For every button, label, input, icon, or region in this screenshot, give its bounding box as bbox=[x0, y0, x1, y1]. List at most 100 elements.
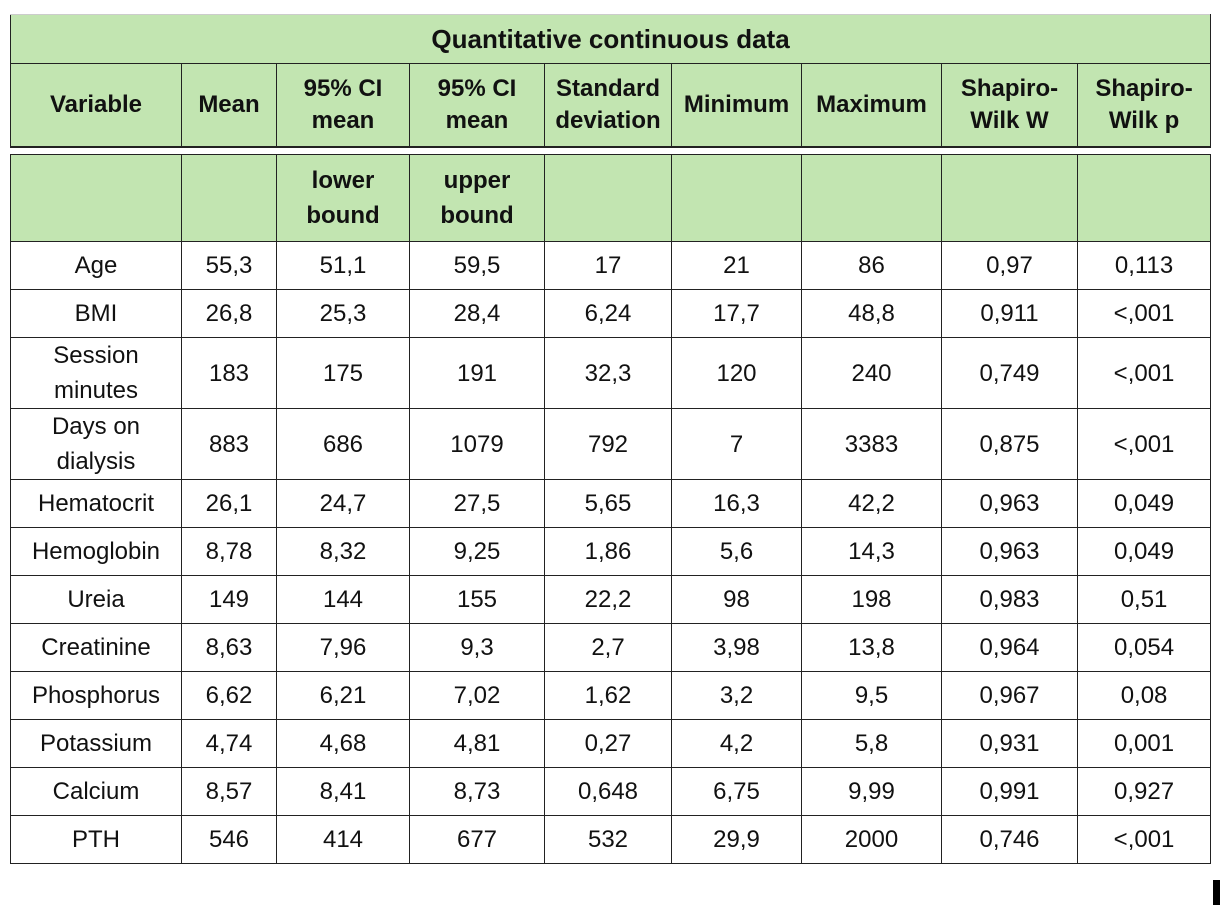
data-cell: 532 bbox=[544, 815, 672, 864]
data-cell: 9,5 bbox=[801, 671, 942, 720]
header-cell: Maximum bbox=[801, 63, 942, 148]
data-cell: 0,964 bbox=[941, 623, 1078, 672]
data-cell: 8,57 bbox=[181, 767, 277, 816]
row-label: Age bbox=[10, 241, 182, 290]
row-label: Session minutes bbox=[10, 337, 182, 409]
data-cell: 6,21 bbox=[276, 671, 410, 720]
data-cell: 0,51 bbox=[1076, 575, 1212, 624]
data-cell: 144 bbox=[276, 575, 410, 624]
data-cell: <,001 bbox=[1076, 289, 1212, 338]
data-cell: 13,8 bbox=[801, 623, 942, 672]
data-cell: 175 bbox=[276, 337, 410, 409]
row-label: Calcium bbox=[10, 767, 182, 816]
edge-mark bbox=[1213, 880, 1220, 905]
data-row: Creatinine 8,63 7,96 9,3 2,7 3,98 13,8 0,964 0,0… bbox=[10, 623, 1212, 672]
data-row: BMI 26,8 25,3 28,4 6,24 17,7 48,8 0,911 <,001 bbox=[10, 289, 1212, 338]
data-cell: 883 bbox=[181, 408, 277, 480]
data-cell: 2,7 bbox=[544, 623, 672, 672]
data-cell: 1,62 bbox=[544, 671, 672, 720]
data-cell: 0,08 bbox=[1076, 671, 1212, 720]
data-cell: 32,3 bbox=[544, 337, 672, 409]
data-cell: 3383 bbox=[801, 408, 942, 480]
subheader-cell bbox=[1076, 154, 1212, 242]
data-cell: 8,73 bbox=[409, 767, 545, 816]
data-cell: 546 bbox=[181, 815, 277, 864]
data-cell: 240 bbox=[801, 337, 942, 409]
gap-row bbox=[10, 146, 1211, 155]
data-cell: 0,991 bbox=[941, 767, 1078, 816]
data-cell: 17,7 bbox=[671, 289, 802, 338]
data-cell: 0,648 bbox=[544, 767, 672, 816]
data-cell: 191 bbox=[409, 337, 545, 409]
data-cell: 6,62 bbox=[181, 671, 277, 720]
row-label: Phosphorus bbox=[10, 671, 182, 720]
data-cell: 51,1 bbox=[276, 241, 410, 290]
data-cell: 17 bbox=[544, 241, 672, 290]
data-cell: 0,927 bbox=[1076, 767, 1212, 816]
subheader-cell bbox=[10, 154, 182, 242]
data-row: Hematocrit 26,1 24,7 27,5 5,65 16,3 42,2 0,963 0… bbox=[10, 479, 1212, 528]
data-cell: <,001 bbox=[1076, 337, 1212, 409]
data-cell: 26,1 bbox=[181, 479, 277, 528]
data-cell: 55,3 bbox=[181, 241, 277, 290]
data-cell: 16,3 bbox=[671, 479, 802, 528]
data-cell: 4,81 bbox=[409, 719, 545, 768]
data-cell: 0,049 bbox=[1076, 527, 1212, 576]
data-cell: 0,749 bbox=[941, 337, 1078, 409]
data-cell: 4,74 bbox=[181, 719, 277, 768]
data-cell: 155 bbox=[409, 575, 545, 624]
data-row: PTH 546 414 677 532 29,9 2000 0,746 <,001 bbox=[10, 815, 1212, 864]
table-container: Quantitative continuous data Variable Mea… bbox=[9, 14, 1212, 864]
data-cell: 14,3 bbox=[801, 527, 942, 576]
data-cell: 1079 bbox=[409, 408, 545, 480]
header-cell: Shapiro- Wilk W bbox=[941, 63, 1078, 148]
subheader-cell bbox=[941, 154, 1078, 242]
data-cell: 0,983 bbox=[941, 575, 1078, 624]
subheader-cell: lower bound bbox=[276, 154, 410, 242]
data-row: Session minutes 183 175 191 32,3 120 240 0,749 <… bbox=[10, 337, 1212, 409]
data-cell: 5,8 bbox=[801, 719, 942, 768]
subheader-cell bbox=[181, 154, 277, 242]
data-cell: 42,2 bbox=[801, 479, 942, 528]
data-cell: 22,2 bbox=[544, 575, 672, 624]
title-row: Quantitative continuous data bbox=[9, 14, 1212, 64]
data-cell: 25,3 bbox=[276, 289, 410, 338]
data-cell: 0,963 bbox=[941, 479, 1078, 528]
row-label: Creatinine bbox=[10, 623, 182, 672]
data-cell: 3,2 bbox=[671, 671, 802, 720]
data-cell: 9,99 bbox=[801, 767, 942, 816]
data-cell: 8,63 bbox=[181, 623, 277, 672]
data-cell: 677 bbox=[409, 815, 545, 864]
data-row: Days on dialysis 883 686 1079 792 7 3383 0,875 <… bbox=[10, 408, 1212, 480]
data-cell: <,001 bbox=[1076, 408, 1212, 480]
data-cell: 7,96 bbox=[276, 623, 410, 672]
header-cell: Standard deviation bbox=[544, 63, 672, 148]
data-cell: 86 bbox=[801, 241, 942, 290]
data-cell: 0,911 bbox=[941, 289, 1078, 338]
data-cell: 0,27 bbox=[544, 719, 672, 768]
row-label: Hemoglobin bbox=[10, 527, 182, 576]
row-label: Potassium bbox=[10, 719, 182, 768]
data-row: Ureia 149 144 155 22,2 98 198 0,983 0,51 bbox=[10, 575, 1212, 624]
data-cell: 0,054 bbox=[1076, 623, 1212, 672]
data-cell: 8,78 bbox=[181, 527, 277, 576]
data-cell: 4,2 bbox=[671, 719, 802, 768]
data-cell: 149 bbox=[181, 575, 277, 624]
data-cell: 98 bbox=[671, 575, 802, 624]
data-cell: 27,5 bbox=[409, 479, 545, 528]
data-cell: 21 bbox=[671, 241, 802, 290]
data-cell: 59,5 bbox=[409, 241, 545, 290]
gap-cell bbox=[10, 146, 1211, 155]
data-row: Hemoglobin 8,78 8,32 9,25 1,86 5,6 14,3 0,963 0,… bbox=[10, 527, 1212, 576]
data-cell: 6,24 bbox=[544, 289, 672, 338]
data-cell: 0,001 bbox=[1076, 719, 1212, 768]
data-row: Phosphorus 6,62 6,21 7,02 1,62 3,2 9,5 0,967 0,0… bbox=[10, 671, 1212, 720]
data-cell: 120 bbox=[671, 337, 802, 409]
data-cell: 792 bbox=[544, 408, 672, 480]
data-cell: 0,967 bbox=[941, 671, 1078, 720]
data-cell: 24,7 bbox=[276, 479, 410, 528]
data-cell: 198 bbox=[801, 575, 942, 624]
data-cell: 0,931 bbox=[941, 719, 1078, 768]
data-cell: 686 bbox=[276, 408, 410, 480]
data-cell: 0,113 bbox=[1076, 241, 1212, 290]
